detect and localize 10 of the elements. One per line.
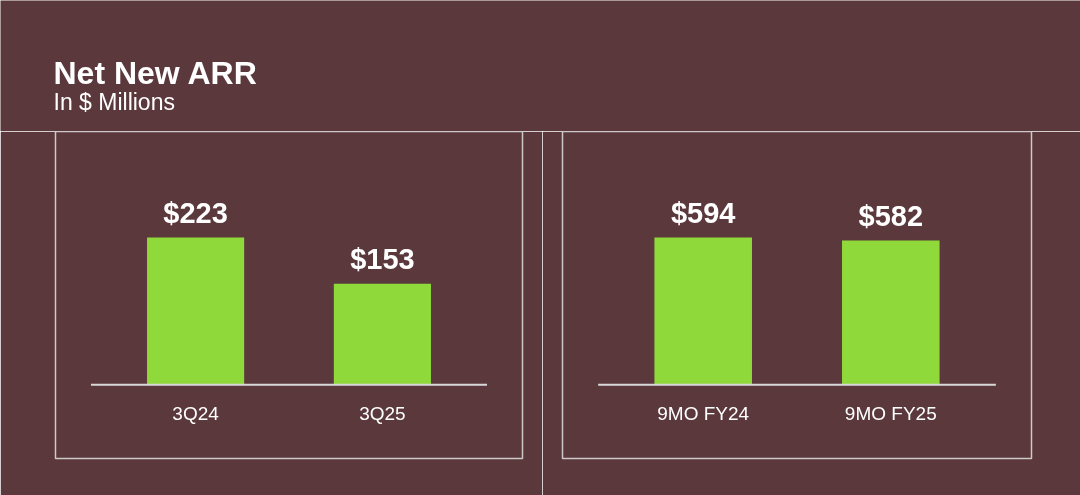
x-tick-label: 9MO FY24 [657,402,750,424]
chart-title: Net New ARR [53,54,257,91]
x-tick-label: 3Q24 [172,402,220,424]
x-tick-label: 3Q25 [359,402,406,424]
data-label: $223 [163,196,228,229]
chart-subtitle: In $ Millions [53,88,175,115]
data-label: $582 [858,199,924,232]
x-tick-label: 9MO FY25 [844,402,937,424]
data-label: $153 [350,242,415,275]
data-label: $594 [670,196,736,229]
